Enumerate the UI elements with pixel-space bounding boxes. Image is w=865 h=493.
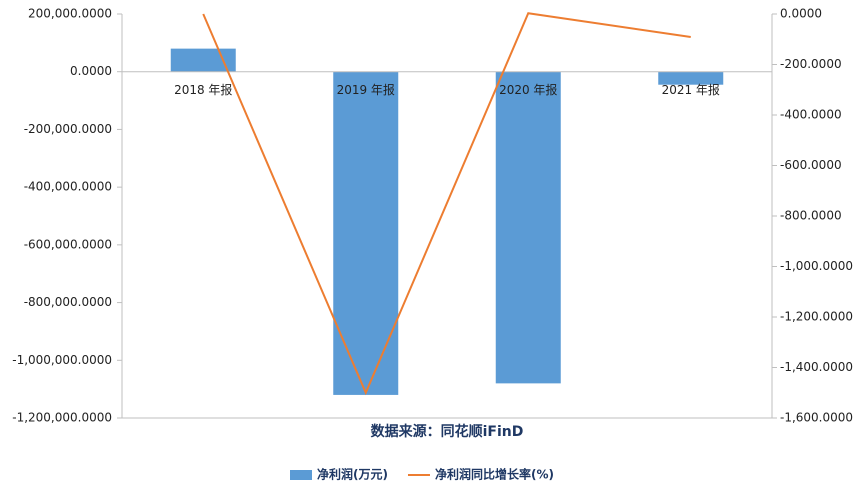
y-tick-label: -200,000.0000 bbox=[24, 122, 112, 136]
y-tick-label: -1,200,000.0000 bbox=[12, 411, 112, 425]
y2-tick-label: 0.0000 bbox=[780, 7, 822, 21]
x-tick-label: 2018 年报 bbox=[174, 82, 232, 97]
legend-label: 净利润同比增长率(%) bbox=[435, 467, 554, 482]
y2-tick-label: -800.0000 bbox=[780, 209, 842, 223]
y-tick-label: -600,000.0000 bbox=[24, 237, 112, 251]
y-tick-label: -1,000,000.0000 bbox=[12, 353, 112, 367]
line bbox=[202, 12, 691, 396]
legend-label: 净利润(万元) bbox=[317, 467, 388, 482]
y2-tick-label: -1,000.0000 bbox=[780, 259, 853, 273]
y-tick-label: -400,000.0000 bbox=[24, 180, 112, 194]
bar bbox=[495, 71, 561, 384]
x-tick-label: 2021 年报 bbox=[662, 82, 720, 97]
y2-tick-label: -1,400.0000 bbox=[780, 360, 853, 374]
y-tick-label: 200,000.0000 bbox=[28, 7, 112, 21]
y2-tick-label: -1,200.0000 bbox=[780, 310, 853, 324]
y-tick-label: 0.0000 bbox=[70, 64, 112, 78]
y2-tick-label: -400.0000 bbox=[780, 108, 842, 122]
y-tick-label: -800,000.0000 bbox=[24, 295, 112, 309]
source-note: 数据来源：同花顺iFinD bbox=[371, 423, 524, 440]
x-tick-label: 2020 年报 bbox=[499, 82, 557, 97]
legend-swatch bbox=[290, 470, 312, 480]
y2-tick-label: -600.0000 bbox=[780, 158, 842, 172]
bar bbox=[658, 71, 724, 85]
y2-tick-label: -200.0000 bbox=[780, 57, 842, 71]
x-tick-label: 2019 年报 bbox=[337, 82, 395, 97]
bar bbox=[333, 71, 399, 395]
y2-tick-label: -1,600.0000 bbox=[780, 411, 853, 425]
